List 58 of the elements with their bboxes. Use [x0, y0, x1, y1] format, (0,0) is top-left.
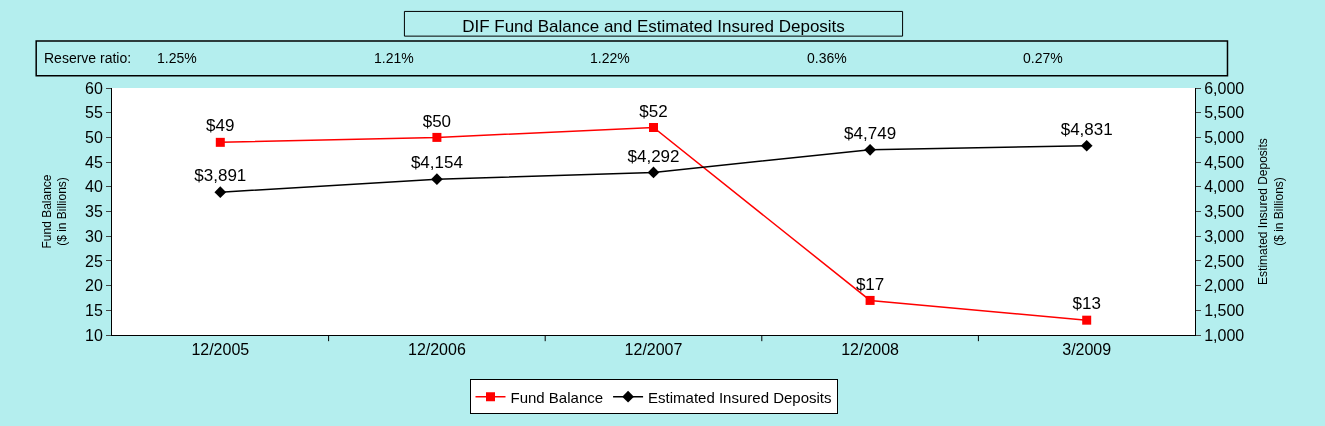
y2-tick-label: 1,000	[1204, 326, 1245, 344]
y-tick-label: 50	[85, 129, 103, 146]
y-tick-label: 35	[85, 203, 103, 221]
y2-tick-label: 2,500	[1204, 252, 1245, 270]
data-label: $49	[206, 116, 235, 136]
point	[431, 173, 443, 186]
data-label: $4,831	[1060, 119, 1113, 139]
data-label: $4,749	[844, 123, 897, 143]
point	[865, 295, 875, 305]
text: 1.25%	[157, 50, 197, 66]
text: 1.22%	[590, 50, 630, 66]
y2-tick-label: 3,000	[1204, 227, 1245, 245]
y2-tick-label: 4,000	[1204, 178, 1245, 196]
y-tick-label: 45	[85, 153, 103, 171]
point	[214, 186, 227, 199]
text: 1.21%	[374, 50, 414, 66]
text: 0.27%	[1023, 50, 1063, 66]
point	[1082, 315, 1092, 325]
chart-title: DIF Fund Balance and Estimated Insured Deposits	[462, 16, 845, 36]
y2-tick-label: 1,500	[1204, 301, 1245, 319]
data-label: $4,154	[410, 153, 463, 173]
point	[649, 123, 658, 133]
y2-tick-label: 5,000	[1204, 129, 1245, 146]
y2-tick-label: 4,500	[1204, 153, 1245, 171]
y-tick-label: 10	[85, 326, 103, 344]
x-tick-label: 3/2009	[1062, 341, 1112, 359]
x-tick-label: 12/2008	[841, 341, 900, 359]
y-tick-label: 25	[85, 252, 103, 270]
point	[215, 137, 225, 147]
y-tick-label: 20	[85, 277, 103, 295]
y2-axis-title: Estimated Insured Deposits ($ in Billions)	[1256, 138, 1286, 285]
text: Reserve ratio:	[44, 50, 132, 66]
y2-tick-label: 6,000	[1204, 79, 1245, 97]
y2-tick-label: 2,000	[1204, 277, 1245, 295]
data-label: $52	[639, 101, 668, 121]
x-tick-label: 12/2007	[624, 341, 683, 359]
point	[864, 143, 876, 156]
data-label: $50	[422, 111, 452, 131]
x-tick-label: 12/2006	[407, 341, 466, 359]
x-tick-label: 12/2005	[191, 341, 250, 359]
legend-label: Fund Balance	[510, 388, 604, 406]
point	[1080, 139, 1093, 152]
y-tick-label: 30	[85, 227, 103, 245]
legend-label: Estimated Insured Deposits	[648, 388, 832, 406]
data-label: $17	[855, 274, 885, 294]
y-tick-label: 15	[85, 301, 103, 319]
y2-tick-label: 3,500	[1204, 203, 1245, 221]
data-label: $13	[1072, 294, 1101, 314]
point	[647, 166, 660, 179]
data-label: $3,891	[194, 166, 247, 186]
y-tick-label: 40	[85, 178, 103, 196]
data-label: $4,292	[627, 146, 680, 166]
y-axis-title: Fund Balance ($ in Billions)	[39, 174, 70, 249]
point	[432, 132, 442, 142]
text: 0.36%	[807, 50, 847, 66]
y-tick-label: 60	[85, 79, 103, 97]
y2-tick-label: 5,500	[1204, 104, 1245, 122]
y-tick-label: 55	[85, 104, 103, 122]
